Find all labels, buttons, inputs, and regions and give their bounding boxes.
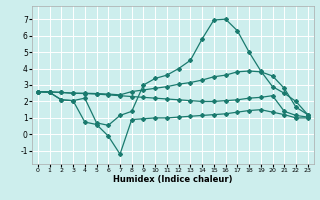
X-axis label: Humidex (Indice chaleur): Humidex (Indice chaleur)	[113, 175, 233, 184]
